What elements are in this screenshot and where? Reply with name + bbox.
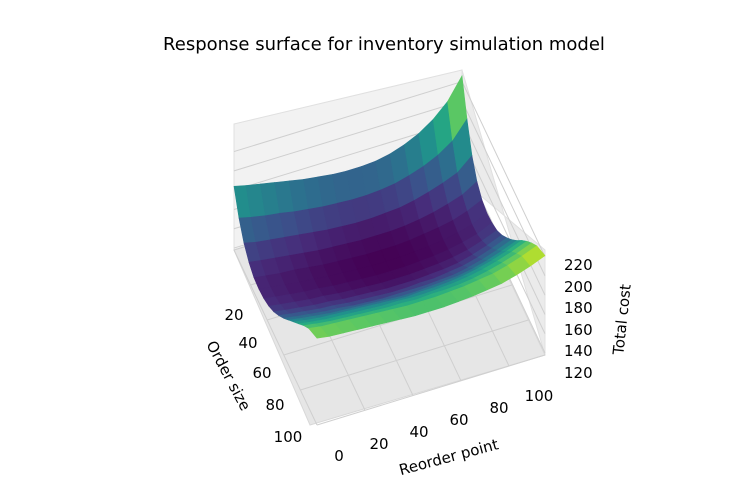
y-tick-label: 80 [489,399,508,417]
y-tick-label: 100 [525,387,554,405]
chart-title: Response surface for inventory simulatio… [163,34,605,55]
y-tick-label: 60 [449,411,468,429]
floor-grid-line [316,354,546,426]
y-axis-label: Reorder point [397,435,500,479]
floor-grid-line [233,249,318,426]
wall-grid-line [461,81,546,257]
axis-ticks: 20 40 60 80 100 0 20 40 60 80 100 120 14… [224,256,592,465]
wall-grid-line [233,100,463,172]
y-tick-label: 40 [409,423,428,441]
z-tick-label: 180 [564,299,593,317]
z-tick-label: 220 [564,256,593,274]
wall-grid-line [461,139,546,315]
z-tick-label: 160 [564,321,593,339]
floor-grid-line [300,319,529,391]
surface-mesh [233,74,546,339]
x-tick-label: 60 [252,364,271,382]
z-axis-label: Total cost [609,283,634,357]
y-tick-label: 20 [369,435,388,453]
x-tick-label: 100 [274,428,303,446]
x-tick-label: 40 [238,334,257,352]
x-tick-label: 20 [224,306,243,324]
wall-grid-line [233,81,463,153]
x-tick-label: 80 [265,396,284,414]
y-tick-label: 0 [334,447,344,465]
surface-patch [521,245,546,267]
wall-grid-line [461,119,546,296]
z-tick-label: 120 [564,364,593,382]
z-tick-label: 140 [564,342,593,360]
z-tick-label: 200 [564,278,593,296]
